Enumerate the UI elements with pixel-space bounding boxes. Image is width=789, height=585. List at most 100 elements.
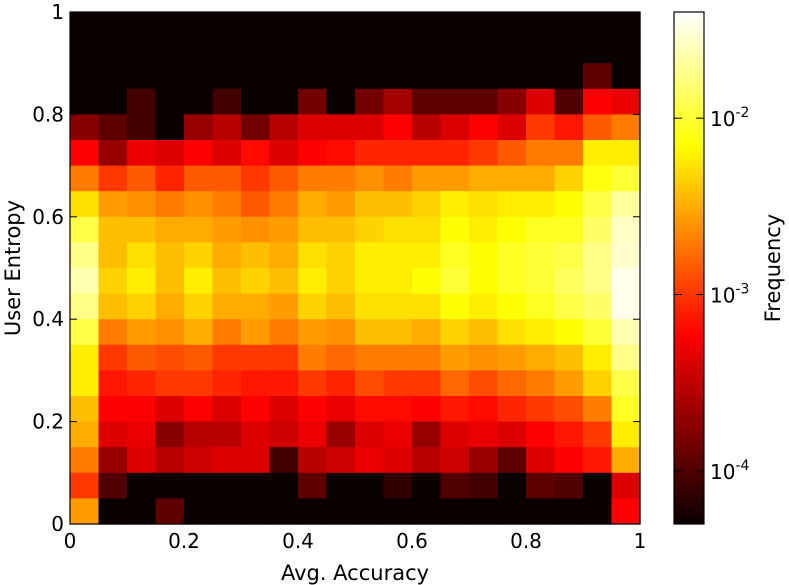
heatmap-cell (355, 319, 385, 346)
heatmap-cell (440, 88, 470, 115)
heatmap-cell (298, 396, 328, 423)
heatmap-cell (611, 191, 641, 218)
heatmap-cell (611, 370, 641, 397)
heatmap-cell (70, 88, 100, 115)
heatmap-cell (383, 12, 413, 39)
heatmap-cell (554, 344, 584, 371)
heatmap-cell (241, 370, 271, 397)
heatmap-cell (241, 12, 271, 39)
heatmap-cell (469, 242, 499, 269)
heatmap-cell (554, 165, 584, 192)
heatmap-cell (127, 370, 157, 397)
heatmap-cell (98, 268, 128, 295)
x-axis-title: Avg. Accuracy (281, 561, 429, 585)
heatmap-cell (127, 319, 157, 346)
heatmap-cell (497, 447, 527, 474)
heatmap-cell (554, 114, 584, 141)
heatmap-cell (469, 268, 499, 295)
colorbar-tick-label: 10-4 (710, 458, 750, 484)
heatmap-cell (269, 63, 299, 90)
heatmap-cell (241, 319, 271, 346)
heatmap-cell (70, 191, 100, 218)
heatmap-cell (326, 293, 356, 320)
heatmap-cell (298, 319, 328, 346)
heatmap-cell (355, 216, 385, 243)
x-tick-label: 0.4 (282, 529, 314, 553)
heatmap-cell (155, 140, 185, 167)
colorbar-ticks: 10-4 10-3 10-2 (674, 105, 750, 484)
heatmap-cell (127, 37, 157, 64)
heatmap-cell (440, 498, 470, 525)
heatmap-cell (269, 37, 299, 64)
heatmap-cell (611, 165, 641, 192)
heatmap-cell (383, 216, 413, 243)
heatmap-cell (497, 319, 527, 346)
heatmap-cell (412, 370, 442, 397)
heatmap-cell (70, 37, 100, 64)
heatmap-cell (269, 191, 299, 218)
heatmap-cell (98, 140, 128, 167)
heatmap-cell (70, 370, 100, 397)
heatmap-cell (127, 216, 157, 243)
heatmap-cell (355, 370, 385, 397)
heatmap-cell (440, 268, 470, 295)
heatmap-cell (583, 396, 613, 423)
heatmap-cell (212, 140, 242, 167)
heatmap-cell (355, 498, 385, 525)
heatmap-cell (298, 63, 328, 90)
heatmap-cell (127, 242, 157, 269)
heatmap-cell (269, 12, 299, 39)
heatmap-cell (526, 396, 556, 423)
heatmap-cell (583, 114, 613, 141)
heatmap-cell (70, 12, 100, 39)
heatmap-cell (326, 165, 356, 192)
heatmap-cell (70, 498, 100, 525)
heatmap-cell (412, 319, 442, 346)
heatmap-cell (298, 114, 328, 141)
heatmap-cell (212, 447, 242, 474)
heatmap-cell (127, 293, 157, 320)
heatmap-cell (269, 114, 299, 141)
heatmap-cell (298, 472, 328, 499)
heatmap-cell (469, 140, 499, 167)
heatmap-cell (526, 12, 556, 39)
heatmap-cell (155, 268, 185, 295)
heatmap-cell (355, 242, 385, 269)
heatmap-cell (155, 498, 185, 525)
heatmap-cell (326, 472, 356, 499)
heatmap-cell (269, 293, 299, 320)
heatmap-cell (241, 421, 271, 448)
heatmap-cell (526, 140, 556, 167)
heatmap-cell (326, 37, 356, 64)
heatmap-cell (326, 268, 356, 295)
heatmap-cell (583, 447, 613, 474)
heatmap-cell (440, 114, 470, 141)
heatmap-cell (355, 63, 385, 90)
heatmap-cell (155, 447, 185, 474)
heatmap-cell (184, 12, 214, 39)
heatmap-cell (212, 370, 242, 397)
heatmap-cell (383, 242, 413, 269)
heatmap-cell (155, 319, 185, 346)
heatmap-cell (241, 140, 271, 167)
heatmap-cell (526, 498, 556, 525)
heatmap-cell (440, 242, 470, 269)
heatmap-cell (269, 268, 299, 295)
heatmap-cell (98, 88, 128, 115)
heatmap-cell (241, 165, 271, 192)
heatmap-cell (184, 37, 214, 64)
heatmap-cell (469, 421, 499, 448)
heatmap-cell (212, 396, 242, 423)
heatmap-cell (298, 12, 328, 39)
heatmap-cell (497, 216, 527, 243)
heatmap-cell (326, 140, 356, 167)
heatmap-cell (440, 344, 470, 371)
heatmap-cell (355, 293, 385, 320)
heatmap-cell (212, 242, 242, 269)
heatmap-cell (611, 63, 641, 90)
heatmap-cell (98, 165, 128, 192)
heatmap-cell (241, 216, 271, 243)
heatmap-cell (383, 293, 413, 320)
heatmap-cell (155, 12, 185, 39)
heatmap-cell (98, 242, 128, 269)
